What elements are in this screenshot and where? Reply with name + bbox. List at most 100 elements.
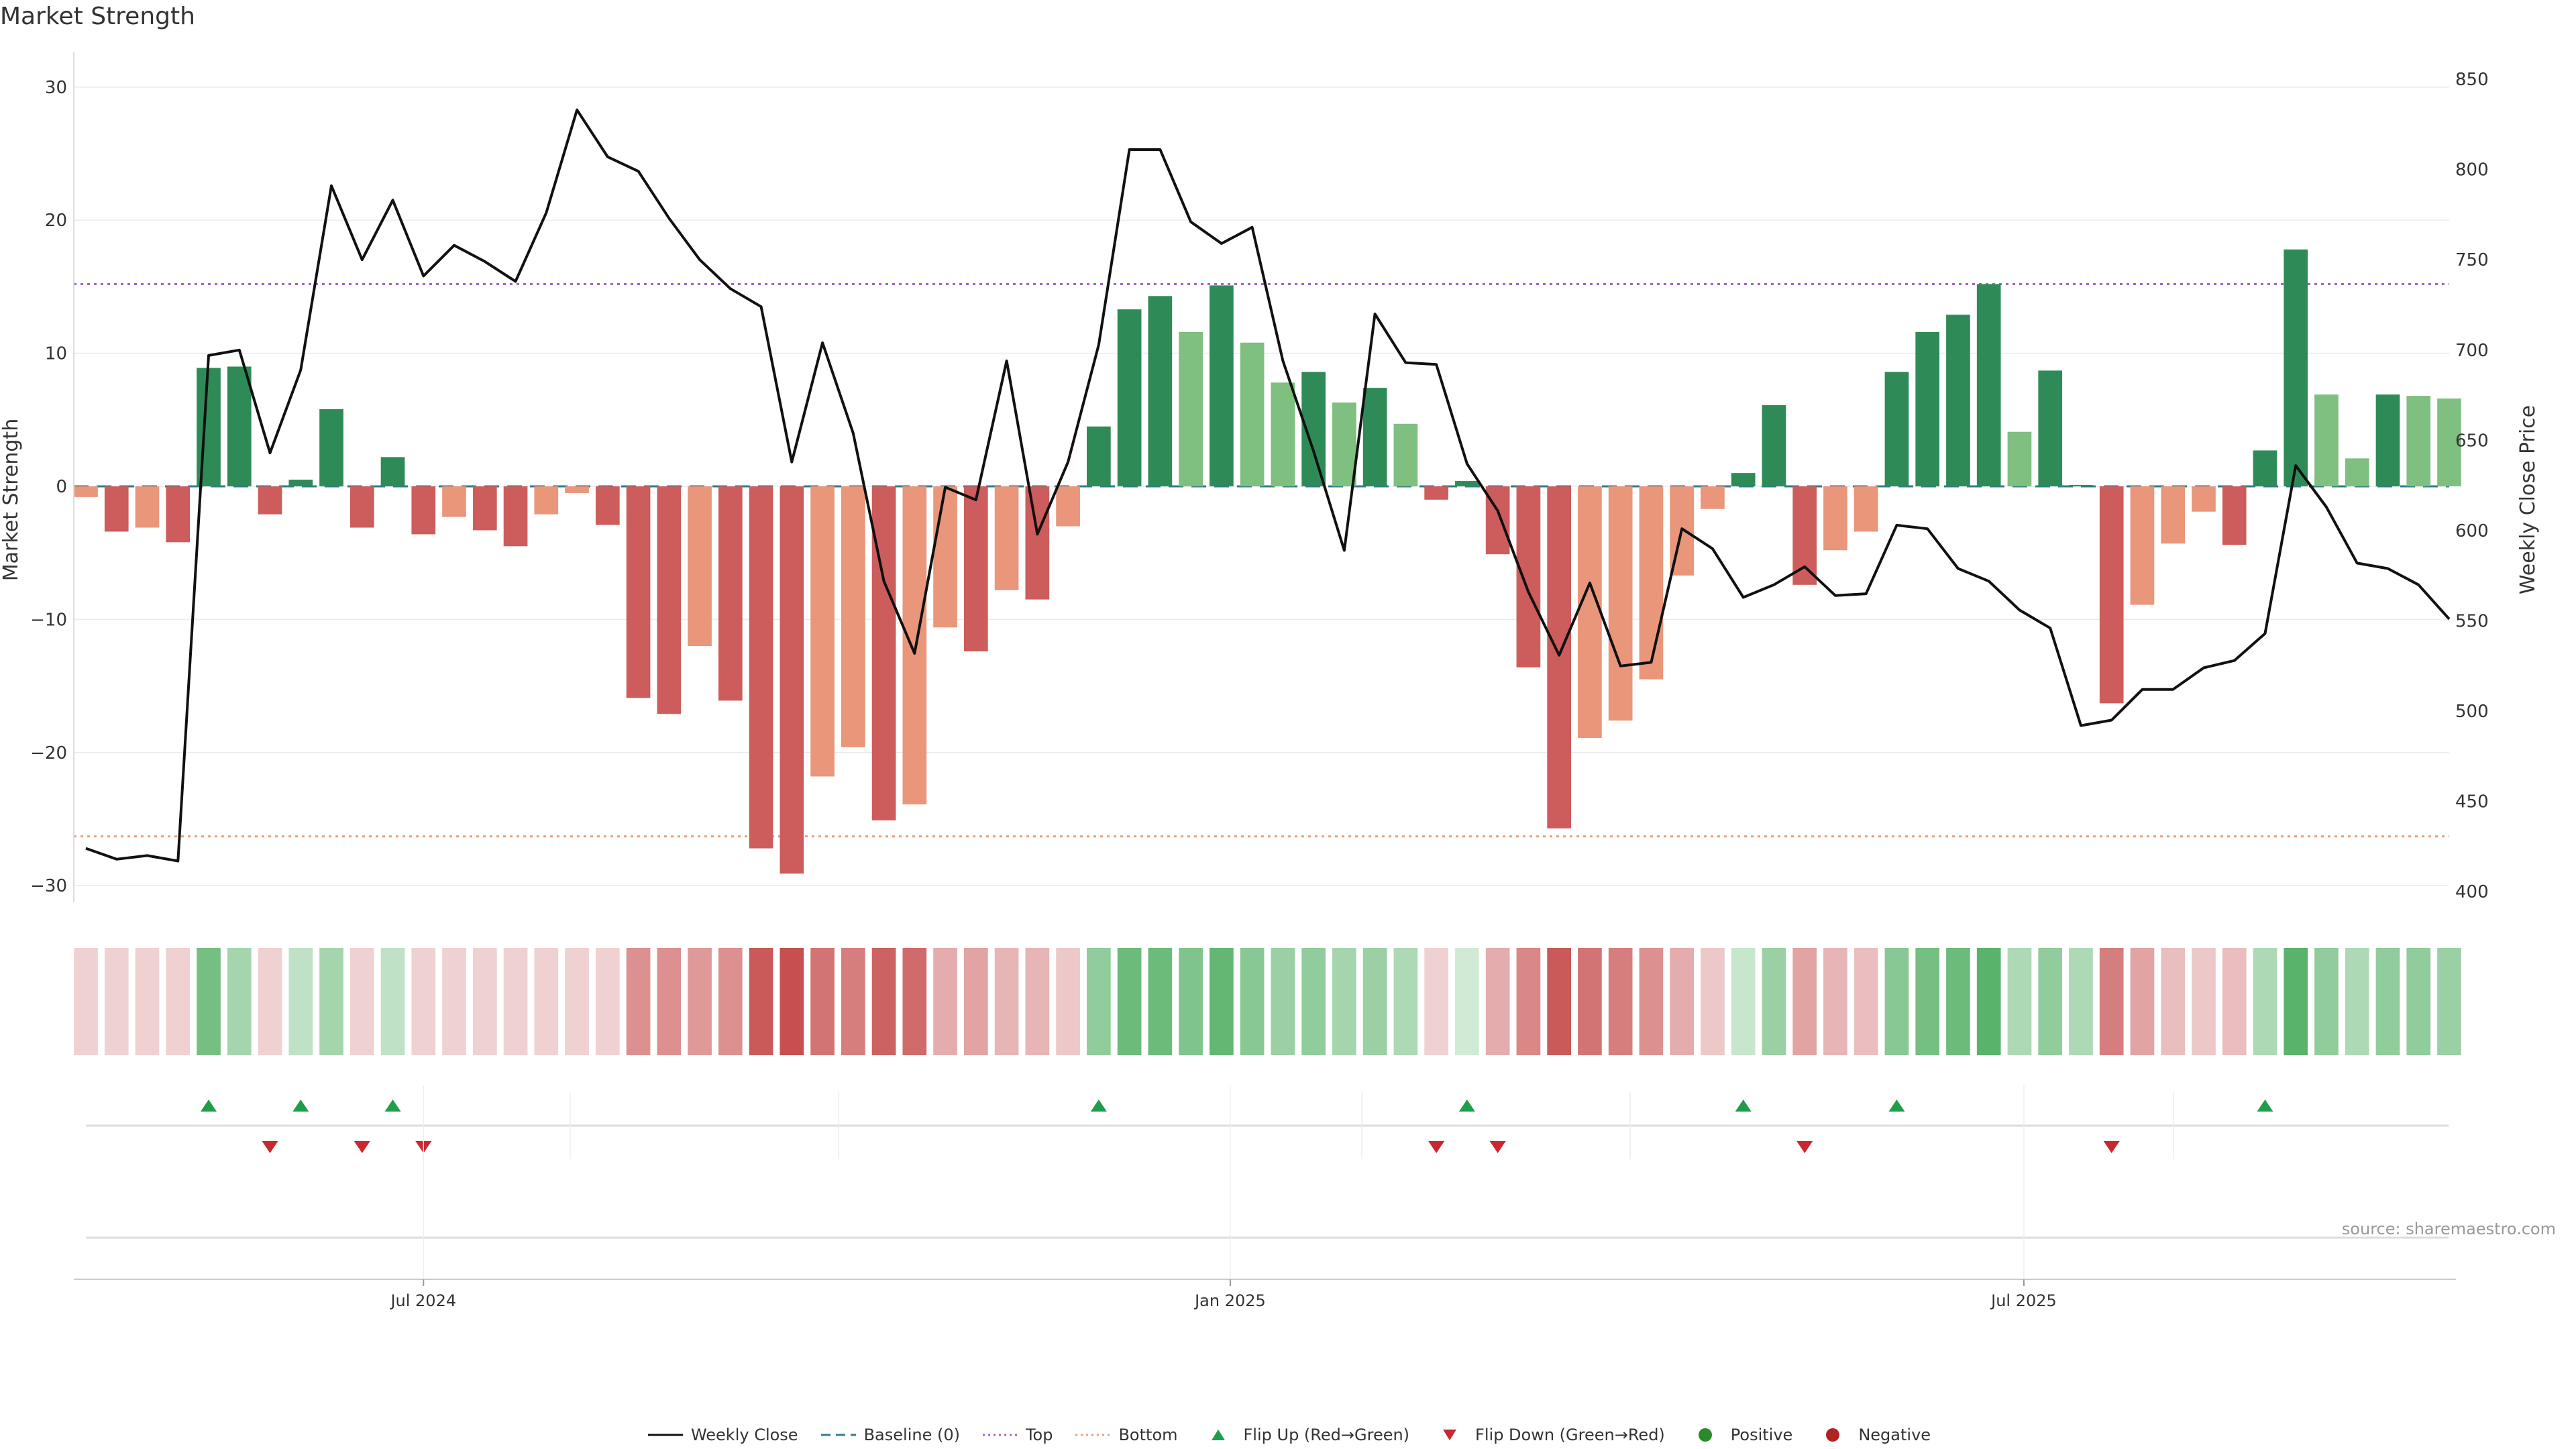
heat-cell	[2314, 948, 2339, 1055]
legend-swatch	[1698, 1428, 1712, 1442]
heat-cell	[780, 948, 804, 1055]
strength-bar	[626, 486, 651, 698]
legend: Weekly Close Baseline (0) Top Bottom Flip Up…	[0, 1426, 2576, 1444]
heat-cell	[718, 948, 743, 1055]
strength-bar	[994, 486, 1019, 590]
strength-bar	[1362, 388, 1387, 486]
strength-bar	[503, 486, 528, 547]
heat-cell	[1884, 948, 1909, 1055]
heat-cell	[749, 948, 773, 1055]
strength-bar	[688, 486, 712, 647]
legend-label: Bottom	[1118, 1426, 1178, 1444]
strength-bar	[718, 486, 743, 701]
strength-bar	[288, 480, 313, 486]
strength-bar	[595, 486, 620, 525]
heat-cell	[74, 948, 98, 1055]
strength-bar	[2284, 249, 2308, 486]
strength-bar	[2314, 394, 2339, 486]
flip-down-marker	[1489, 1141, 1506, 1153]
heat-cell	[2253, 948, 2277, 1055]
strength-bar	[657, 486, 682, 714]
strength-bar	[2192, 486, 2216, 512]
source-note: source: sharemaestro.com	[2341, 1220, 2556, 1238]
strength-bar	[350, 486, 374, 528]
strength-bar	[227, 366, 252, 486]
strength-bar	[1025, 486, 1050, 600]
legend-swatch	[647, 1434, 683, 1436]
strength-bar	[442, 486, 466, 517]
strength-bar	[780, 486, 804, 874]
chart-title: Market Strength	[0, 3, 195, 30]
heat-cell	[104, 948, 129, 1055]
strength-bar	[1424, 486, 1448, 500]
strength-bar	[534, 486, 559, 515]
strength-bar	[1179, 331, 1203, 486]
heat-cell	[503, 948, 528, 1055]
flip-down-marker	[262, 1141, 278, 1153]
strength-bars	[74, 249, 2461, 874]
legend-label: Positive	[1730, 1426, 1793, 1444]
strength-bar	[1639, 486, 1664, 680]
bottom-panel: Jul 2024 Jan 2025 Jul 2025	[74, 1085, 2456, 1310]
strength-bar	[258, 486, 282, 515]
legend-swatch	[1211, 1430, 1225, 1440]
strength-bar	[1823, 486, 1847, 551]
strength-bar	[810, 486, 835, 777]
strength-bar	[1148, 296, 1173, 486]
heat-cell	[1670, 948, 1695, 1055]
heat-cell	[902, 948, 927, 1055]
legend-item: Flip Up (Red→Green)	[1198, 1426, 1409, 1444]
strength-bar	[2375, 394, 2400, 486]
legend-swatch	[982, 1434, 1018, 1436]
heat-cell	[2192, 948, 2216, 1055]
strength-bar	[319, 409, 343, 486]
heat-cell	[1056, 948, 1080, 1055]
heat-cell	[964, 948, 988, 1055]
heat-cell	[411, 948, 436, 1055]
legend-label: Weekly Close	[690, 1426, 798, 1444]
flip-markers-panel	[86, 1092, 2449, 1159]
heat-cell	[2099, 948, 2124, 1055]
y-tick-label: 10	[45, 344, 67, 364]
y-tick-label: −20	[30, 743, 67, 763]
heat-cell	[2437, 948, 2461, 1055]
x-tick-label: Jul 2025	[1990, 1291, 2057, 1310]
legend-swatch	[1443, 1430, 1457, 1440]
heat-cell	[1148, 948, 1173, 1055]
y2-tick-label: 500	[2455, 702, 2489, 722]
strength-bar	[74, 486, 98, 497]
legend-swatch	[1826, 1428, 1840, 1442]
y2-tick-label: 550	[2455, 612, 2489, 632]
heat-cell	[1854, 948, 1878, 1055]
y2-tick-label: 750	[2455, 250, 2489, 270]
heat-cell	[380, 948, 405, 1055]
heat-cell	[1701, 948, 1725, 1055]
legend-swatch	[820, 1434, 856, 1436]
strength-bar	[933, 486, 957, 628]
heat-cell	[472, 948, 497, 1055]
heat-cell	[1271, 948, 1295, 1055]
legend-label: Top	[1025, 1426, 1053, 1444]
heat-cell	[1915, 948, 1940, 1055]
heat-cell	[626, 948, 651, 1055]
heat-cell	[288, 948, 313, 1055]
strength-bar	[1884, 372, 1909, 486]
heat-cell	[1731, 948, 1756, 1055]
strength-bar	[135, 486, 160, 528]
flip-up-marker	[292, 1099, 309, 1112]
heat-cell	[197, 948, 221, 1055]
y2-tick-label: 600	[2455, 521, 2489, 541]
heat-cell	[1516, 948, 1541, 1055]
heat-cell	[1025, 948, 1050, 1055]
strength-bar	[2007, 431, 2032, 486]
strength-bar	[2038, 370, 2063, 486]
heat-cell	[1179, 948, 1203, 1055]
flip-up-marker	[1888, 1099, 1905, 1112]
y2-axis-label: Weekly Close Price	[2516, 405, 2540, 594]
strength-bar	[1332, 402, 1356, 486]
strength-bar	[1854, 486, 1878, 532]
heat-cell	[227, 948, 252, 1055]
strength-bar	[2253, 450, 2277, 486]
flip-down-marker	[1428, 1141, 1445, 1153]
